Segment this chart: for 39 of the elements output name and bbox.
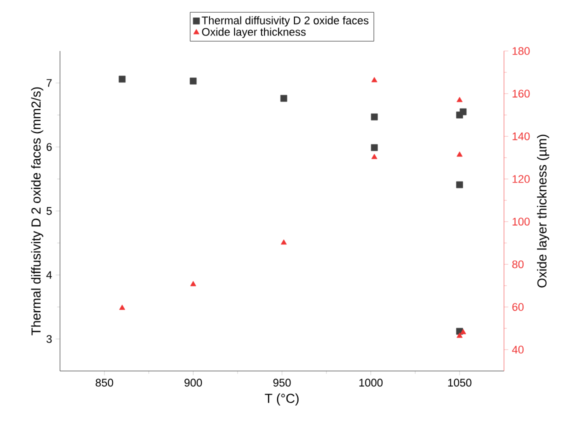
y2-tick-label: 100 bbox=[512, 218, 530, 226]
point bbox=[371, 77, 378, 82]
point bbox=[460, 328, 466, 334]
x-tick-label: 850 bbox=[96, 378, 114, 387]
point bbox=[370, 114, 378, 120]
y2-tick-label: 60 bbox=[512, 303, 524, 311]
point bbox=[280, 94, 288, 102]
point bbox=[280, 239, 287, 245]
y2-axis-title: Oxide layer thickness (µm) bbox=[537, 134, 550, 288]
point bbox=[371, 154, 378, 160]
point bbox=[460, 108, 467, 116]
x-tick-label: 950 bbox=[273, 378, 291, 387]
y2-tick-label: 180 bbox=[512, 47, 530, 55]
point bbox=[456, 96, 463, 102]
point bbox=[190, 280, 196, 286]
y2-tick-label: 160 bbox=[512, 90, 530, 98]
y2-tick-label: 40 bbox=[512, 346, 524, 354]
y-tick-label: 6 bbox=[46, 143, 52, 151]
y-tick-label: 7 bbox=[46, 79, 52, 87]
y-tick-label: 4 bbox=[46, 271, 52, 279]
point bbox=[118, 76, 126, 83]
point bbox=[456, 332, 463, 338]
legend-label: Oxide layer thickness bbox=[202, 28, 306, 38]
x-tick-label: 1050 bbox=[448, 378, 472, 387]
y-tick-label: 5 bbox=[46, 207, 52, 215]
legend-label: Thermal diffusivity D 2 oxide faces bbox=[202, 16, 368, 26]
point bbox=[456, 151, 463, 157]
y-tick-label: 3 bbox=[46, 335, 52, 343]
point bbox=[190, 78, 197, 84]
point bbox=[370, 144, 378, 152]
y2-tick-label: 80 bbox=[512, 260, 524, 268]
y2-tick-label: 140 bbox=[512, 132, 530, 140]
x-tick-label: 1000 bbox=[359, 378, 383, 387]
point bbox=[456, 181, 463, 188]
x-axis-title: T (°C) bbox=[264, 393, 299, 406]
y2-tick-label: 120 bbox=[512, 175, 530, 183]
y-axis-title: Thermal diffusivity D 2 oxide faces (mm2/s) bbox=[31, 87, 44, 336]
point bbox=[119, 304, 126, 310]
x-tick-label: 900 bbox=[184, 378, 202, 387]
